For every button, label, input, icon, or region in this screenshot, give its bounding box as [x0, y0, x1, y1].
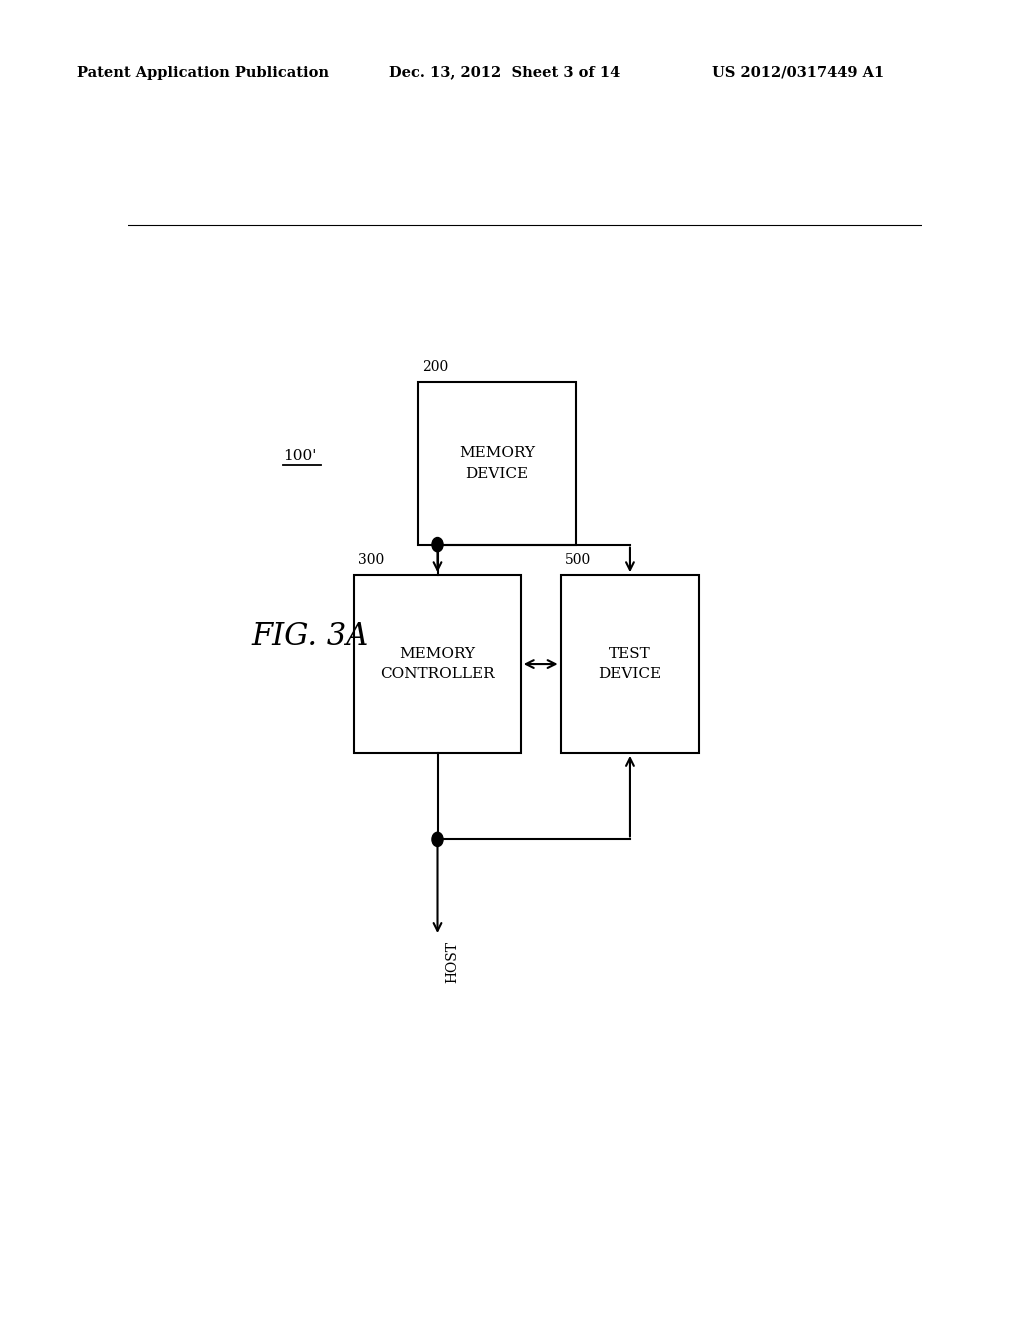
Text: 300: 300	[358, 553, 384, 568]
Bar	[354, 576, 521, 752]
Text: FIG. 3A: FIG. 3A	[251, 620, 369, 652]
Text: Patent Application Publication: Patent Application Publication	[77, 66, 329, 79]
Bar	[418, 381, 577, 545]
Text: 500: 500	[564, 553, 591, 568]
Text: MEMORY
DEVICE: MEMORY DEVICE	[459, 446, 535, 480]
Text: TEST
DEVICE: TEST DEVICE	[598, 647, 662, 681]
Text: US 2012/0317449 A1: US 2012/0317449 A1	[712, 66, 884, 79]
Text: 100': 100'	[283, 449, 316, 463]
Circle shape	[432, 537, 443, 552]
Bar	[560, 576, 699, 752]
Text: 200: 200	[422, 360, 447, 374]
Text: MEMORY
CONTROLLER: MEMORY CONTROLLER	[380, 647, 495, 681]
Circle shape	[432, 833, 443, 846]
Text: Dec. 13, 2012  Sheet 3 of 14: Dec. 13, 2012 Sheet 3 of 14	[389, 66, 621, 79]
Text: HOST: HOST	[445, 941, 460, 983]
